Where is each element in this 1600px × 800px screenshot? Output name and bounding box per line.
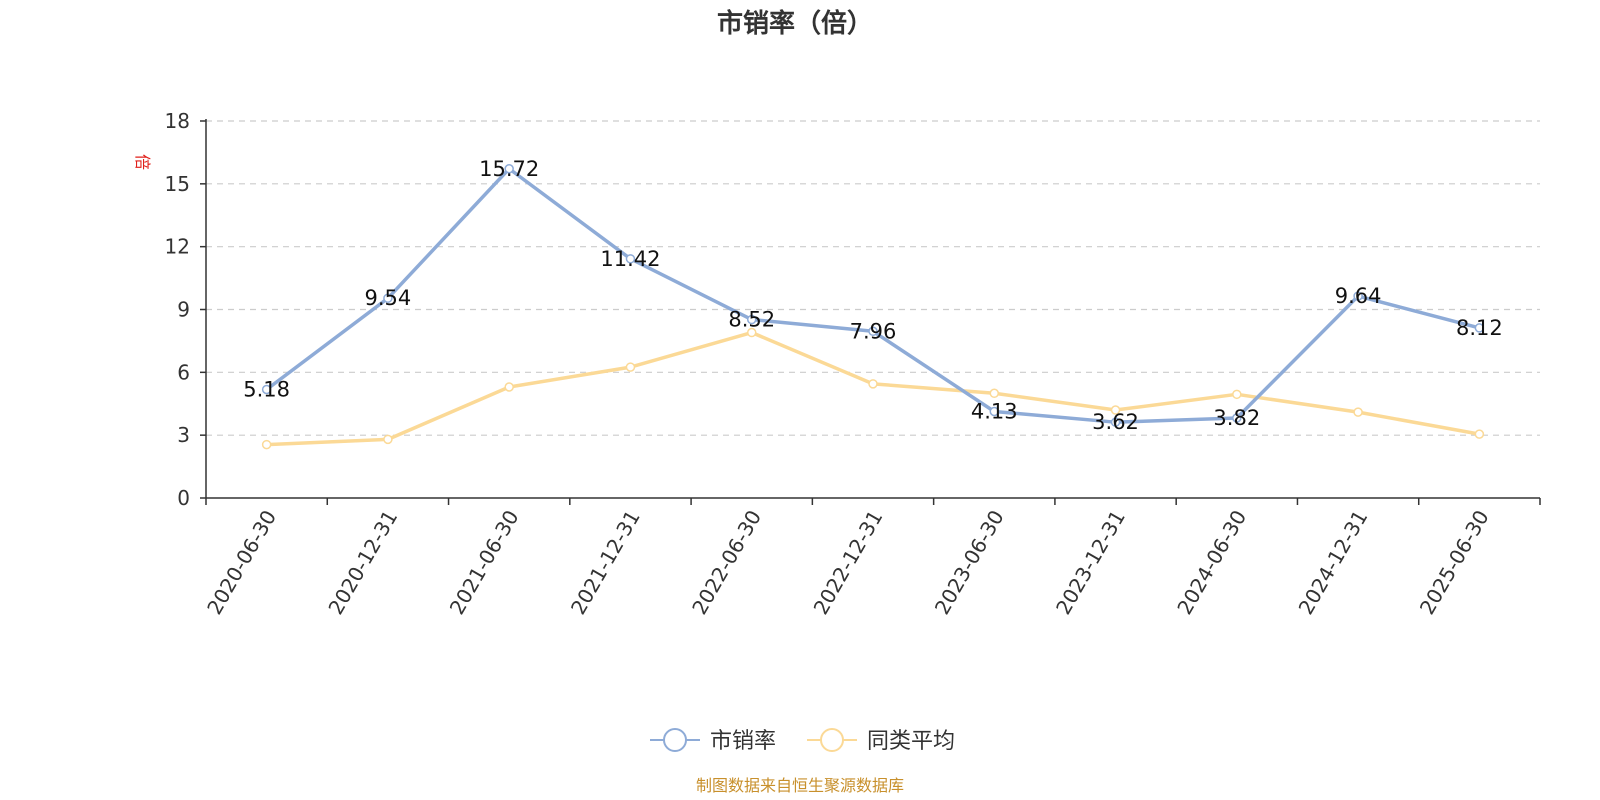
legend-circle-icon — [820, 728, 844, 752]
x-tick-label: 2021-12-31 — [566, 506, 645, 619]
data-labels: 5.18 9.54 15.72 11.42 8.52 7.96 4.13 3.62 3.82 9.… — [243, 157, 1502, 434]
data-point — [504, 382, 514, 392]
legend[interactable]: 市销率 同类平均 — [650, 728, 955, 754]
x-tick-label: 2022-06-30 — [687, 506, 766, 619]
data-label: 3.82 — [1213, 406, 1260, 430]
data-point — [625, 254, 636, 264]
legend-item[interactable]: 同类平均 — [807, 728, 955, 754]
y-tick-label: 9 — [177, 298, 190, 322]
x-tick-label: 2024-06-30 — [1172, 506, 1251, 619]
data-point — [1353, 291, 1363, 301]
y-tick-label: 3 — [177, 423, 190, 447]
data-point — [625, 362, 636, 372]
data-point — [746, 327, 757, 338]
y-axis-unit: 倍 — [133, 154, 152, 170]
data-label: 9.54 — [365, 286, 412, 310]
data-label: 15.72 — [479, 157, 539, 181]
x-tick-label: 2021-06-30 — [445, 506, 524, 619]
x-tick-label: 2025-06-30 — [1415, 506, 1494, 619]
y-tick-label: 18 — [165, 109, 190, 133]
chart-title: 市销率（倍） — [717, 8, 873, 39]
x-tick-label: 2024-12-31 — [1294, 506, 1373, 619]
x-axis-ticks: 2020-06-30 2020-12-31 2021-06-30 2021-12-31… — [202, 498, 1541, 619]
data-point — [261, 384, 272, 395]
legend-label: 市销率 — [710, 729, 776, 754]
data-point — [504, 164, 514, 174]
data-point — [1474, 429, 1485, 439]
data-label: 9.64 — [1335, 284, 1382, 308]
y-tick-label: 15 — [165, 172, 190, 196]
data-point — [1232, 389, 1242, 400]
data-label: 11.42 — [600, 247, 660, 271]
x-tick-label: 2023-06-30 — [930, 506, 1009, 619]
data-label: 4.13 — [971, 399, 1018, 423]
legend-label: 同类平均 — [867, 729, 955, 754]
x-tick-label: 2022-12-31 — [808, 506, 887, 619]
data-label: 8.52 — [728, 308, 775, 332]
x-tick-label: 2020-06-30 — [202, 506, 281, 619]
data-point — [989, 388, 1000, 399]
series-lines — [261, 164, 1485, 450]
data-point — [1353, 407, 1363, 417]
y-tick-label: 12 — [165, 235, 190, 259]
data-point — [1110, 417, 1121, 427]
data-point — [383, 293, 393, 303]
source-note: 制图数据来自恒生聚源数据库 — [696, 776, 904, 795]
data-label: 5.18 — [243, 378, 290, 402]
data-point — [746, 314, 757, 325]
data-label: 3.62 — [1092, 410, 1139, 434]
data-label: 7.96 — [850, 319, 897, 343]
x-tick-label: 2023-12-31 — [1051, 506, 1130, 619]
data-point — [1232, 413, 1242, 423]
data-point — [868, 326, 878, 337]
legend-item[interactable]: 市销率 — [650, 728, 776, 754]
data-point — [989, 406, 1000, 417]
data-label: 8.12 — [1456, 316, 1503, 340]
data-point — [261, 439, 272, 450]
y-tick-label: 6 — [177, 360, 190, 384]
data-point — [868, 379, 878, 389]
data-point — [1474, 323, 1485, 333]
y-tick-label: 0 — [177, 486, 190, 510]
x-tick-label: 2020-12-31 — [323, 506, 402, 619]
y-axis-ticks: 0 3 6 9 12 15 18 — [165, 109, 206, 510]
grid-lines — [206, 120, 1540, 436]
data-point — [1110, 405, 1121, 415]
legend-circle-icon — [663, 728, 687, 752]
data-point — [383, 434, 393, 445]
